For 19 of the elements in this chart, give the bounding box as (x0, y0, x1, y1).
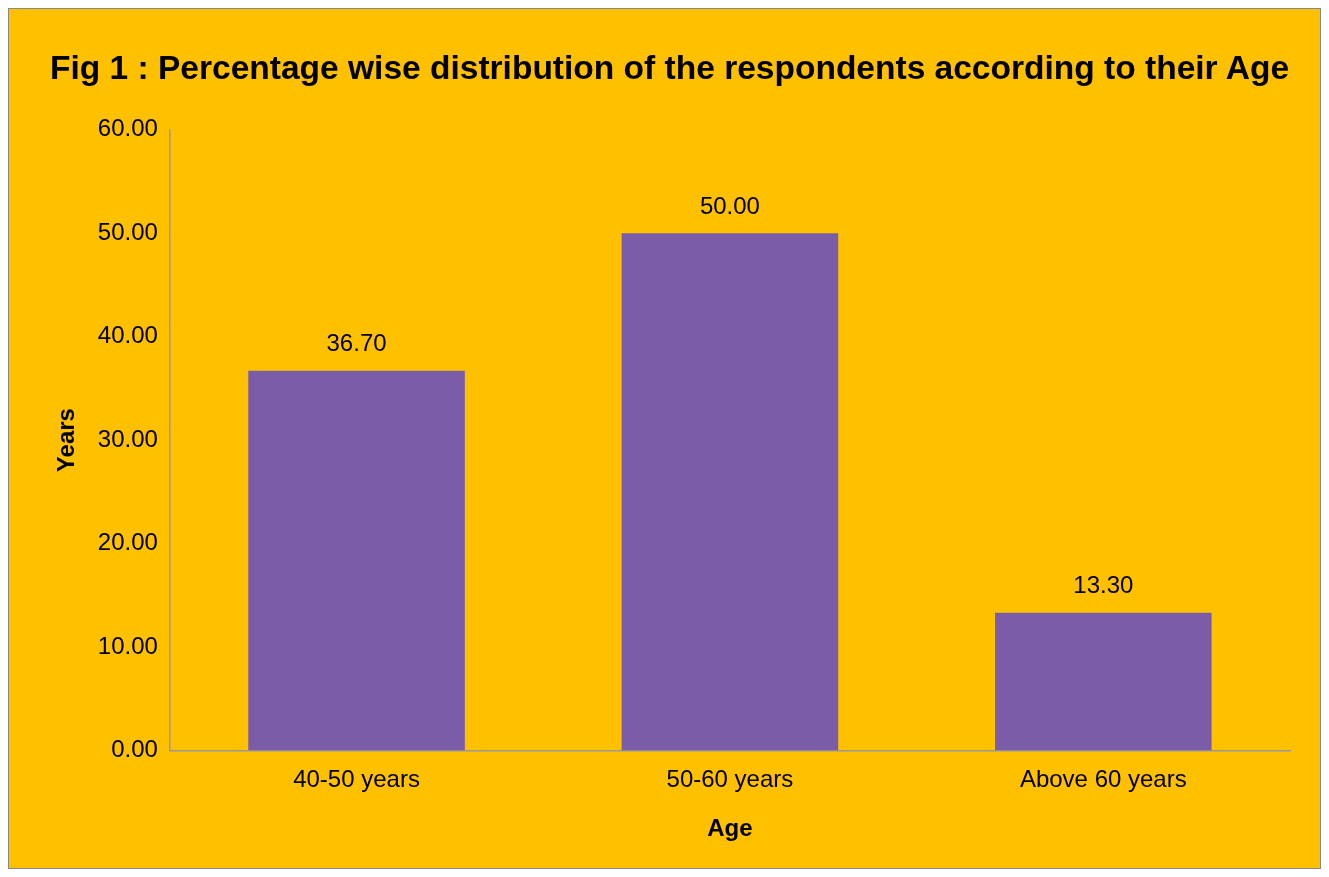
y-tick-label: 20.00 (97, 528, 158, 556)
y-tick-label: 50.00 (97, 217, 158, 245)
y-tick-label: 60.00 (97, 114, 158, 142)
y-tick-label: 0.00 (111, 735, 158, 763)
y-tick-label: 40.00 (97, 321, 158, 349)
x-tick-label: Above 60 years (1019, 765, 1187, 793)
data-label: 13.30 (1073, 571, 1134, 599)
x-tick-label: 50-60 years (666, 765, 794, 793)
x-axis-title: Age (707, 814, 753, 842)
x-tick-label: 40-50 years (293, 765, 420, 793)
bar (995, 612, 1212, 751)
data-label: 50.00 (699, 191, 760, 219)
bar (621, 233, 839, 751)
y-tick-label: 10.00 (97, 631, 158, 659)
y-axis-title: Years (52, 408, 80, 473)
y-tick-label: 30.00 (97, 424, 158, 452)
chart-title: Fig 1 : Percentage wise distribution of the respondents according to their Age (49, 47, 1290, 86)
data-label: 36.70 (326, 329, 387, 357)
bar (248, 370, 465, 751)
